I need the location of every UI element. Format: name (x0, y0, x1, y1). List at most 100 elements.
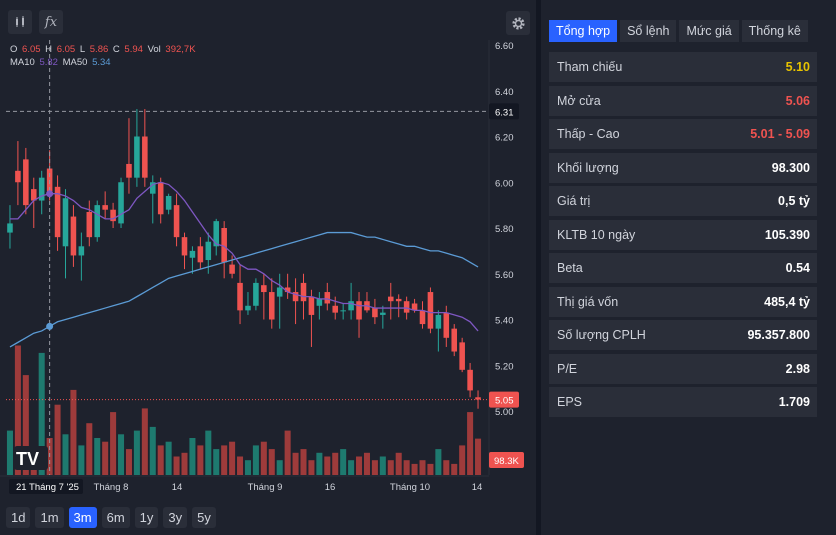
price-tick-label: 6.20 (495, 133, 514, 144)
volume-bar (467, 412, 474, 475)
summary-row: Số lượng CPLH 95.357.800 (549, 320, 817, 350)
candle-body (324, 292, 331, 304)
volume-bar (70, 389, 77, 475)
tab-muc-gia[interactable]: Mức giá (679, 20, 739, 42)
price-tick-label: 5.80 (495, 224, 514, 235)
volume-bar (181, 452, 188, 475)
time-tick-label: 14 (472, 482, 483, 493)
summary-row-value: 0,5 tỷ (778, 194, 810, 208)
candle-body (118, 182, 124, 224)
candle-body (268, 292, 275, 320)
candle-body (340, 310, 346, 312)
volume-bar (38, 352, 45, 475)
volume-bar (419, 460, 426, 475)
gear-icon[interactable] (506, 11, 530, 35)
volume-bar (125, 449, 132, 475)
low-value: 5.86 (89, 44, 109, 55)
tab-thong-ke[interactable]: Thống kê (741, 20, 808, 42)
price-tick-label: 5.00 (495, 407, 514, 418)
candle-body (173, 205, 180, 238)
price-chart[interactable]: 6.60 6.40 6.20 6.00 5.80 5.60 5.40 5.20 5.00 6.31… (0, 0, 536, 500)
ma10-label: MA10 (10, 57, 35, 68)
volume-bar (86, 423, 93, 475)
candle-body (15, 170, 21, 183)
indicators-button[interactable]: fx (39, 10, 63, 34)
volume-bar (308, 460, 315, 475)
volume-bar (54, 404, 61, 475)
volume-label: Vol (147, 44, 161, 55)
candle-body (181, 237, 188, 256)
candle-body (213, 221, 220, 247)
summary-row-label: Số lượng CPLH (557, 328, 646, 342)
candle-body (284, 287, 291, 293)
crosshair-time-label: 21 Tháng 7 '25 (16, 482, 79, 493)
summary-row-label: Giá trị (557, 194, 591, 208)
volume-bar (300, 449, 307, 475)
low-label: L (79, 44, 86, 55)
volume-bar (252, 445, 259, 475)
candle-body (403, 301, 410, 313)
candle-body (348, 301, 354, 311)
close-label: C (112, 44, 120, 55)
candle-body (46, 168, 53, 192)
range-3y-button[interactable]: 3y (163, 507, 188, 528)
candle-body (276, 287, 283, 297)
range-1d-button[interactable]: 1d (6, 507, 31, 528)
volume-bar (340, 449, 347, 475)
candle-body (54, 186, 61, 238)
candlestick-icon[interactable] (8, 10, 32, 34)
volume-bar (213, 449, 220, 475)
close-value: 5.94 (124, 44, 143, 55)
candle-body (149, 182, 156, 194)
range-6m-button[interactable]: 6m (101, 507, 130, 528)
price-tick-label: 5.40 (495, 316, 514, 327)
candle-body (23, 159, 29, 206)
panel-divider (536, 0, 541, 535)
tab-so-lenh[interactable]: Sổ lệnh (620, 20, 677, 42)
candle-body (205, 241, 212, 261)
candle-body (78, 246, 85, 256)
volume-bar (189, 438, 196, 475)
range-5y-button[interactable]: 5y (192, 507, 216, 528)
summary-row-value: 1.709 (778, 395, 810, 409)
candle-body (70, 216, 77, 256)
price-tick-label: 5.60 (495, 270, 514, 281)
ma10-crosshair-dot (46, 190, 54, 198)
candle-body (134, 136, 140, 178)
volume-bar (205, 430, 212, 475)
summary-row: Giá trị 0,5 tỷ (549, 186, 817, 216)
volume-bar (387, 460, 394, 475)
volume-bar (292, 452, 299, 475)
summary-row-label: Tham chiếu (557, 60, 623, 74)
candle-body (142, 136, 148, 178)
summary-row-value: 5.01 - 5.09 (750, 127, 810, 141)
candle-body (229, 264, 235, 274)
last-price-label: 5.05 (495, 396, 514, 407)
tab-tong-hop[interactable]: Tổng hợp (549, 20, 618, 42)
volume-bar (459, 445, 466, 475)
candle-body (30, 189, 37, 201)
candle-body (7, 223, 13, 233)
volume-bar (435, 449, 442, 475)
summary-row: Tham chiếu 5.10 (549, 52, 817, 82)
chart-panel[interactable]: fx O 6.05 H 6.05 L 5.86 C 5.94 Vol 392,7… (0, 0, 536, 535)
volume-value: 392,7K (165, 44, 196, 55)
range-3m-button[interactable]: 3m (68, 507, 97, 528)
crosshair-time-box (9, 479, 83, 494)
candle-body (165, 195, 172, 210)
summary-row-value: 98.300 (771, 160, 810, 175)
volume-bar (403, 460, 410, 475)
time-tick-label: Tháng 9 (248, 482, 283, 493)
range-1m-button[interactable]: 1m (35, 507, 64, 528)
summary-panel: Tổng hợp Sổ lệnh Mức giá Thống kê Tham c… (541, 8, 828, 535)
volume-bar (244, 460, 251, 475)
range-selector: 1d 1m 3m 6m 1y 3y 5y (6, 507, 216, 528)
ma50-crosshair-dot (46, 322, 54, 330)
volume-bar (22, 375, 29, 475)
summary-row-value: 485,4 tỷ (764, 294, 810, 309)
candle-body (253, 282, 259, 306)
summary-row-value: 105.390 (764, 227, 810, 242)
range-1y-button[interactable]: 1y (134, 507, 159, 528)
volume-bar (229, 441, 236, 475)
candle-body (308, 296, 315, 315)
